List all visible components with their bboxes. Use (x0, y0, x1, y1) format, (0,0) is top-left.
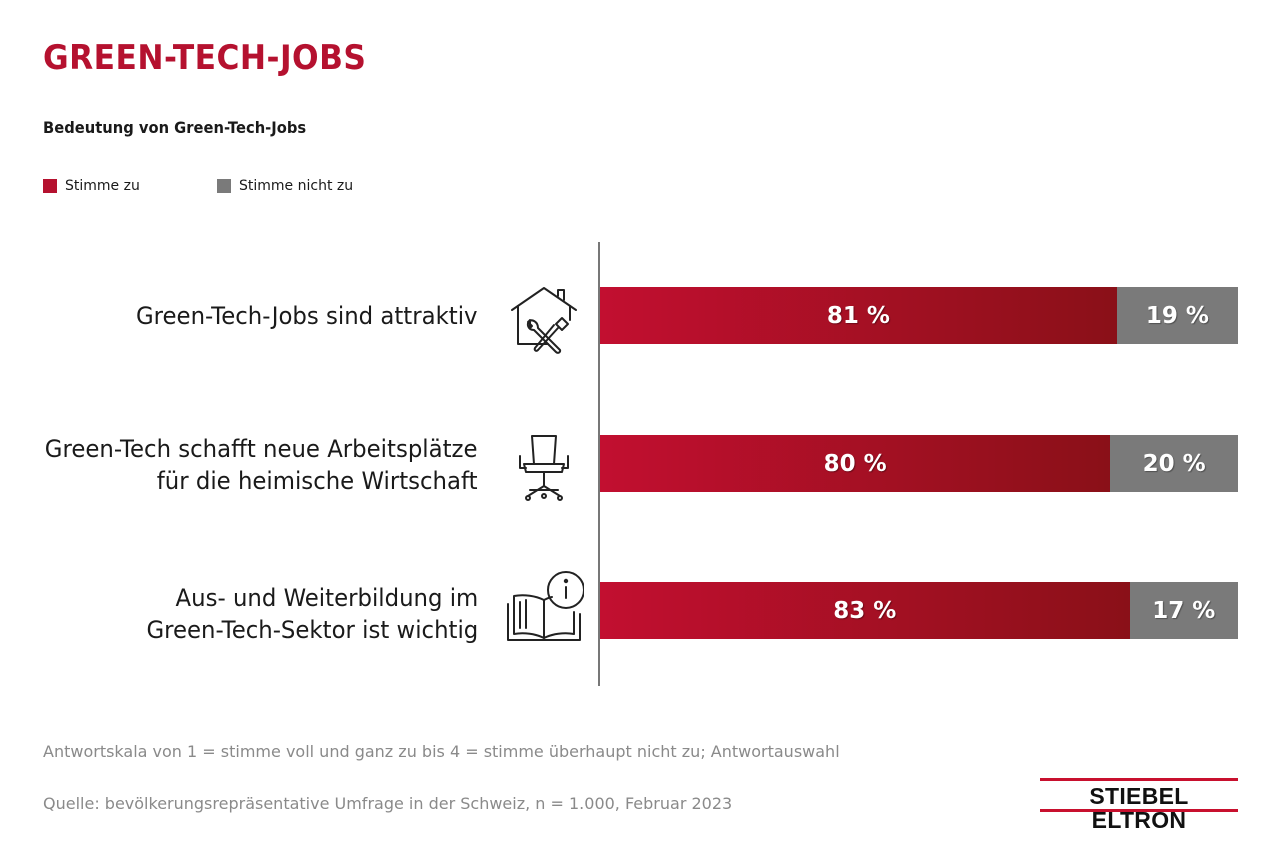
bar-segment-disagree-2: 20 % (1110, 435, 1238, 492)
book-info-icon (504, 566, 584, 646)
category-label-1-line-1: Green-Tech-Jobs sind attraktiv (136, 300, 478, 332)
office-chair-icon (504, 428, 584, 508)
logo-text: STIEBEL ELTRON (1040, 784, 1238, 832)
data-label-agree-1: 81 % (827, 303, 890, 329)
legend-item-disagree: Stimme nicht zu (217, 178, 353, 194)
category-label-3: Aus- und Weiterbildung im Green-Tech-Sek… (146, 582, 478, 646)
bar-segment-agree-1: 81 % (600, 287, 1117, 344)
stiebel-eltron-logo: STIEBEL ELTRON (1040, 778, 1238, 812)
bar-row-3: 83 % 17 % (600, 582, 1238, 639)
bar-segment-agree-2: 80 % (600, 435, 1110, 492)
bar-segment-agree-3: 83 % (600, 582, 1130, 639)
logo-bottom-bar (1040, 809, 1238, 812)
category-label-1: Green-Tech-Jobs sind attraktiv (136, 300, 478, 332)
bar-segment-disagree-3: 17 % (1130, 582, 1238, 639)
category-label-3-line-1: Aus- und Weiterbildung im (146, 582, 478, 614)
bar-row-2: 80 % 20 % (600, 435, 1238, 492)
bar-segment-disagree-1: 19 % (1117, 287, 1238, 344)
category-label-2-line-1: Green-Tech schafft neue Arbeitsplätze (45, 433, 478, 465)
house-tools-icon (504, 280, 584, 360)
data-label-agree-3: 83 % (833, 598, 896, 624)
legend-swatch-agree (43, 179, 57, 193)
category-label-2: Green-Tech schafft neue Arbeitsplätze fü… (45, 433, 478, 497)
source-footnote: Quelle: bevölkerungsrepräsentative Umfra… (43, 794, 732, 813)
data-label-disagree-2: 20 % (1143, 451, 1206, 477)
bar-row-1: 81 % 19 % (600, 287, 1238, 344)
category-label-3-line-2: Green-Tech-Sektor ist wichtig (146, 614, 478, 646)
data-label-disagree-1: 19 % (1146, 303, 1209, 329)
legend-item-agree: Stimme zu (43, 178, 140, 194)
category-label-2-line-2: für die heimische Wirtschaft (45, 465, 478, 497)
data-label-agree-2: 80 % (824, 451, 887, 477)
chart-title: GREEN-TECH-JOBS (43, 38, 366, 78)
legend-label-agree: Stimme zu (65, 178, 140, 194)
legend-swatch-disagree (217, 179, 231, 193)
data-label-disagree-3: 17 % (1152, 598, 1215, 624)
chart-subtitle: Bedeutung von Green-Tech-Jobs (43, 118, 306, 137)
legend-label-disagree: Stimme nicht zu (239, 178, 353, 194)
scale-footnote: Antwortskala von 1 = stimme voll und gan… (43, 742, 840, 761)
logo-top-bar (1040, 778, 1238, 781)
